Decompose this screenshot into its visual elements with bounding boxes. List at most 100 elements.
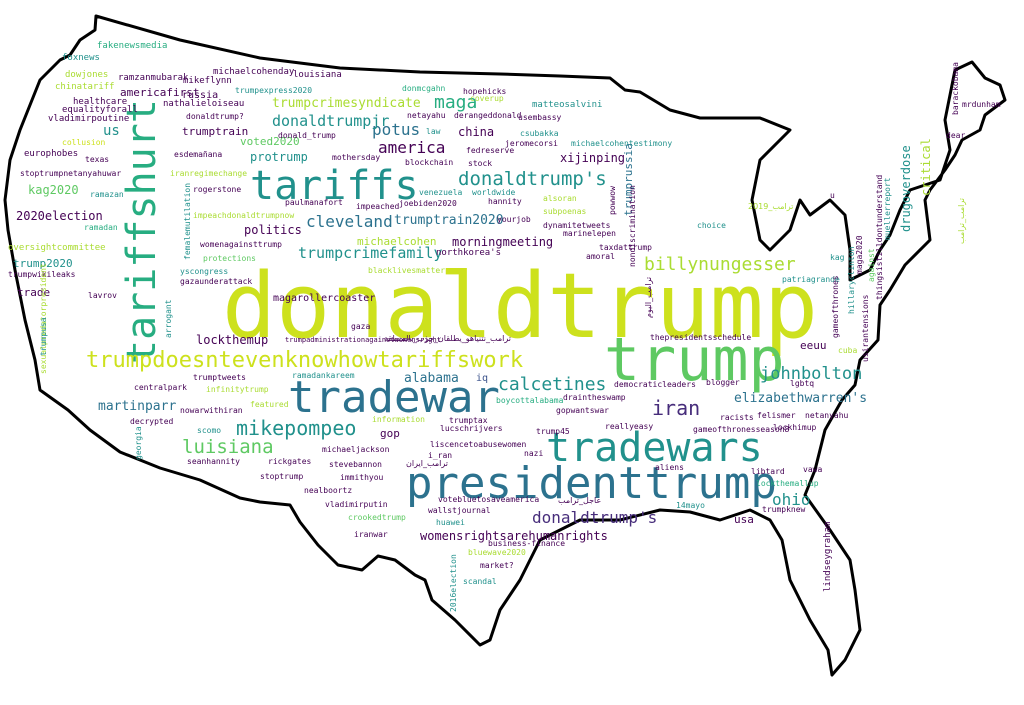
word-foxnews: foxnews xyxy=(62,53,100,63)
word-blacklivesmatter: blacklivesmatter xyxy=(368,266,446,275)
word-lockthemup: lockthemup xyxy=(196,333,269,347)
word-ohio: ohio xyxy=(772,490,811,509)
word-ramadankareem: ramadankareem xyxy=(292,371,355,380)
word-impeachdonaldtrumpnow: impeachdonaldtrumpnow xyxy=(193,211,295,220)
word-tariffs: tariffs xyxy=(250,163,419,209)
word-donaldtrumpq: donaldtrump? xyxy=(186,112,244,121)
word-decrypted: decrypted xyxy=(130,417,174,426)
word-donaldtrump: donaldtrump xyxy=(222,254,819,359)
word-gameofthronesseason8: gameofthronesseason8 xyxy=(693,425,790,434)
word-trump: trump xyxy=(604,325,785,395)
word-martinparr: martinparr xyxy=(98,399,177,414)
word-dear: dear xyxy=(946,131,966,140)
word-maga: maga xyxy=(434,92,478,113)
word-information: information xyxy=(372,415,425,424)
word-bluewave2020: bluewave2020 xyxy=(468,548,526,557)
word-wallstjournal: wallstjournal xyxy=(428,506,491,515)
word-felismer: felismer xyxy=(757,411,796,420)
word-gaza: gaza xyxy=(351,322,371,331)
word-america: america xyxy=(378,138,446,157)
word-arabic-2: ترامب_ايران xyxy=(406,459,448,468)
word-donaldtrumpjr: donaldtrumpjr xyxy=(272,112,390,130)
word-usirantensions: usirantensions xyxy=(861,294,870,362)
word-protrump: protrump xyxy=(250,150,308,164)
word-mrdunham: mrdunham xyxy=(962,100,1001,109)
word-law: law xyxy=(426,127,441,136)
word-trumpdoesntevenknowhowtariffswork: trumpdoesntevenknowhowtariffswork xyxy=(86,348,524,373)
word-scandal: scandal xyxy=(463,577,497,586)
word-huawei: huawei xyxy=(436,518,465,527)
word-lavrov: lavrov xyxy=(88,291,117,300)
word-donald-trump: donald_trump xyxy=(278,131,336,140)
word-potus: potus xyxy=(372,120,421,139)
word-billynungesser: billynungesser xyxy=(644,254,796,275)
word-womensrightsarehumanrights: womensrightsarehumanrights xyxy=(420,529,608,543)
word-kag2020: kag2020 xyxy=(28,183,79,197)
word-draintheswamp: draintheswamp xyxy=(563,393,626,402)
word-vladimirputin: vladimirputin xyxy=(325,500,388,509)
word-netanyahu: netanyahu xyxy=(805,411,849,420)
word-trumpexpress2020: trumpexpress2020 xyxy=(235,86,313,95)
word-critical: critical xyxy=(919,138,933,196)
word-magarollercoaster: magarollercoaster xyxy=(273,293,376,304)
word-donmcgahn: donmcgahn xyxy=(402,84,446,93)
word-donaldtrumps-2: donaldtrump's xyxy=(532,508,658,527)
word-drugoverdose: drugoverdose xyxy=(899,145,913,232)
word-us: us xyxy=(103,123,120,139)
word-china: china xyxy=(458,125,495,139)
word-i-ran: i_ran xyxy=(428,451,453,460)
word-lindseygraham: lindseygraham xyxy=(823,521,833,592)
word-europhobes: europhobes xyxy=(24,149,79,159)
word-hopehicks: hopehicks xyxy=(463,87,507,96)
word-featured: featured xyxy=(250,400,289,409)
word-vawa: vawa xyxy=(803,465,823,474)
word-healthcare: healthcare xyxy=(73,97,128,107)
word-mothersday: mothersday xyxy=(332,153,381,162)
word-market: market? xyxy=(480,561,514,570)
word-michaeljackson: michaeljackson xyxy=(322,445,390,454)
word-northkoreas: northkorea's xyxy=(436,248,502,258)
word-dynamitetweets: dynamitetweets xyxy=(543,221,611,230)
word-trumpusa: trumpusa xyxy=(39,317,48,356)
word-equalityforall: equalityforall xyxy=(62,105,138,115)
word-georgia: georgia xyxy=(134,426,143,460)
word-protections: protections xyxy=(203,254,256,263)
word-cleveland: cleveland xyxy=(306,212,393,231)
word-trump2020: trump2020 xyxy=(13,257,73,270)
word-2020election: 2020election xyxy=(16,209,103,223)
word-blockchain: blockchain xyxy=(405,158,454,167)
word-lockthemallup: lockthemallup xyxy=(756,479,819,488)
word-texas: texas xyxy=(85,155,110,164)
word-centralpark: centralpark xyxy=(134,383,187,392)
word-arrogant: arrogant xyxy=(164,299,173,338)
word-iranregimechange: iranregimechange xyxy=(170,169,248,178)
word-libtard: libtard xyxy=(751,467,785,476)
word-thepresidentsschedule: thepresidentsschedule xyxy=(650,333,752,342)
word-taxdattrump: taxdattrump xyxy=(599,243,652,252)
word-calcetines: calcetines xyxy=(498,374,607,395)
word-usembassy: usembassy xyxy=(518,113,562,122)
word-iran: iran xyxy=(652,396,701,420)
word-immithyou: immithyou xyxy=(340,473,384,482)
word-ramadan: ramadan xyxy=(84,223,118,232)
word-womenagainsttrump: womenagainsttrump xyxy=(200,240,282,249)
word-trumptax: trumptax xyxy=(449,416,488,425)
word-reallyeasy: reallyeasy xyxy=(605,422,654,431)
word-luisiana: luisiana xyxy=(182,436,274,458)
word-scomo: scomo xyxy=(197,426,222,435)
word-barackobama: barackobama xyxy=(951,62,960,115)
word-michaelcohenday: michaelcohenday xyxy=(213,67,295,77)
word-trumpknew: trumpknew xyxy=(762,505,806,514)
word-fakenewsmedia: fakenewsmedia xyxy=(97,41,168,51)
word-arabic-5: ترامب_اليوم xyxy=(644,276,653,318)
word-collusion: collusion xyxy=(62,138,106,147)
word-csubakka: csubakka xyxy=(520,129,559,138)
word-kag: kag xyxy=(830,253,845,262)
word-michaelcohen: michaelcohen xyxy=(357,235,437,248)
word-u: u xyxy=(830,191,835,200)
word-boycottalabama: boycottalabama xyxy=(496,396,564,405)
word-rogerstone: rogerstone xyxy=(193,185,242,194)
word-patriagrande: patriagrande xyxy=(782,275,840,284)
word-joebiden2020: joebiden2020 xyxy=(399,199,457,208)
